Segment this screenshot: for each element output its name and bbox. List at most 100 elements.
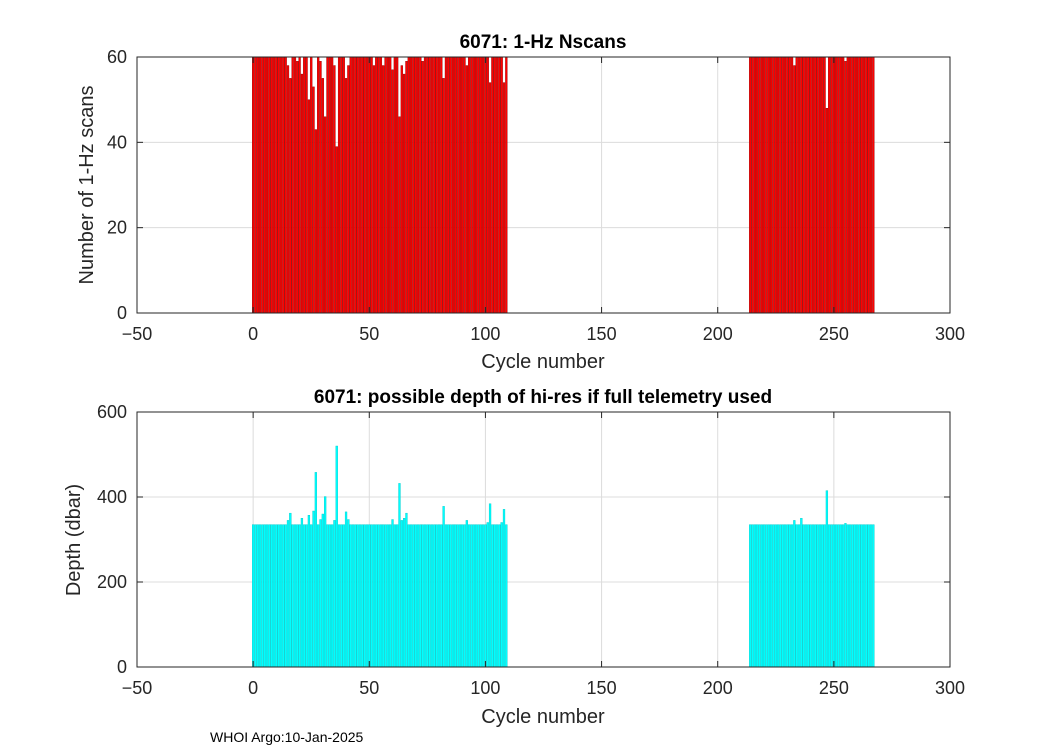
chart-depth-bar — [855, 524, 859, 668]
chart-nscans-bar — [477, 56, 480, 314]
chart-nscans-bar — [396, 56, 399, 314]
chart-nscans-bar — [772, 56, 775, 314]
chart-depth-bar — [793, 520, 796, 668]
chart-nscans-bar — [479, 56, 482, 314]
chart-depth-bar — [384, 524, 387, 668]
chart-depth-bar — [865, 524, 868, 668]
chart-depth-bar — [790, 524, 794, 668]
chart-depth-bar — [851, 524, 854, 668]
chart-depth-title: 6071: possible depth of hi-res if full t… — [314, 387, 772, 408]
chart-nscans-bar — [853, 56, 856, 314]
chart-nscans-bar — [409, 56, 413, 314]
chart-depth-bar — [282, 524, 285, 668]
chart-nscans-bar — [444, 56, 448, 314]
chart-nscans-bar — [377, 56, 380, 314]
chart-nscans-bar — [825, 107, 829, 314]
chart-nscans-bar — [811, 56, 815, 314]
chart-depth-xtick-label: 50 — [359, 678, 379, 698]
chart-nscans-bar — [790, 56, 794, 314]
chart-depth-bar — [779, 524, 782, 668]
chart-nscans-bar — [268, 56, 271, 314]
chart-nscans-bar — [289, 78, 292, 314]
chart-depth-bar — [825, 490, 829, 668]
chart-nscans-bar — [321, 78, 324, 314]
chart-nscans-bar — [858, 56, 861, 314]
chart-depth-bar — [451, 524, 455, 668]
chart-depth-bar — [858, 524, 861, 668]
chart-nscans-bar — [407, 56, 410, 314]
chart-nscans-xtick-label: 250 — [819, 324, 849, 344]
chart-depth-bar — [261, 524, 264, 668]
chart-depth-bar — [324, 496, 327, 668]
chart-nscans-bar — [823, 56, 826, 314]
chart-nscans-bar — [414, 56, 417, 314]
chart-nscans-bar — [783, 56, 787, 314]
chart-depth-bar — [363, 524, 366, 668]
chart-nscans-xlabel: Cycle number — [481, 351, 605, 373]
chart-depth-bar — [758, 524, 761, 668]
chart-depth-bar — [344, 511, 348, 668]
chart-nscans-bar — [753, 56, 757, 314]
chart-nscans-bar — [835, 56, 838, 314]
chart-nscans-bar — [749, 56, 752, 314]
chart-depth-bar — [291, 524, 294, 668]
chart-nscans-bar — [277, 56, 280, 314]
chart-nscans-bar — [398, 116, 401, 314]
chart-nscans-bar — [284, 56, 287, 314]
chart-nscans-bar — [862, 56, 866, 314]
chart-nscans-title: 6071: 1-Hz Nscans — [460, 32, 627, 53]
chart-nscans-bar — [384, 56, 387, 314]
chart-depth-bar — [811, 524, 815, 668]
chart-depth-bar — [365, 524, 369, 668]
chart-nscans-bar — [379, 56, 383, 314]
chart-nscans-bar — [428, 56, 431, 314]
chart-depth-bar — [405, 512, 408, 668]
chart-nscans-bar — [337, 56, 341, 314]
chart-nscans-bar — [842, 56, 845, 314]
chart-nscans-bar — [828, 56, 831, 314]
chart-depth-bar — [403, 518, 406, 668]
chart-nscans-bar — [505, 56, 508, 314]
chart-depth-bar — [756, 524, 759, 668]
chart-nscans-bar — [421, 61, 424, 314]
chart-depth-axes-box — [136, 411, 951, 668]
chart-nscans-bar — [855, 56, 859, 314]
chart-nscans-bar — [751, 56, 754, 314]
chart-nscans-bar — [807, 56, 810, 314]
chart-nscans-bar — [254, 56, 257, 314]
chart-nscans-bar — [400, 65, 403, 314]
chart-nscans-bar — [837, 56, 840, 314]
chart-nscans-bar — [252, 56, 255, 314]
chart-depth-bar — [772, 524, 775, 668]
chart-depth-bar — [328, 524, 331, 668]
chart-nscans-xtick-label: 150 — [587, 324, 617, 344]
chart-depth-bar — [419, 524, 422, 668]
chart-nscans-bar — [314, 129, 317, 314]
chart-nscans-bar — [300, 73, 304, 314]
chart-depth-bar — [305, 524, 308, 668]
chart-depth-bar — [440, 524, 443, 668]
chart-depth-bar — [800, 518, 803, 668]
chart-depth-bar — [256, 524, 259, 668]
chart-nscans-bar — [423, 56, 427, 314]
chart-depth-bar — [396, 524, 399, 668]
chart-nscans-bar — [286, 65, 290, 314]
chart-nscans-bar — [795, 56, 798, 314]
chart-depth-bar — [286, 520, 290, 668]
chart-depth-bar — [358, 524, 362, 668]
chart-nscans-bar — [340, 56, 343, 314]
chart-depth-bar — [300, 518, 304, 668]
chart-depth-bar — [444, 524, 448, 668]
chart-nscans-bar — [426, 56, 429, 314]
chart-nscans-bar — [358, 56, 362, 314]
chart-nscans-bar — [461, 56, 464, 314]
chart-nscans-bar — [389, 56, 392, 314]
chart-depth-bar — [391, 519, 394, 668]
chart-depth-bar — [321, 513, 324, 668]
chart-nscans-bar — [349, 56, 352, 314]
chart-depth-bar — [293, 524, 297, 668]
chart-depth-bar — [844, 523, 847, 668]
chart-depth-bar — [783, 524, 787, 668]
chart-depth-bar — [375, 524, 378, 668]
